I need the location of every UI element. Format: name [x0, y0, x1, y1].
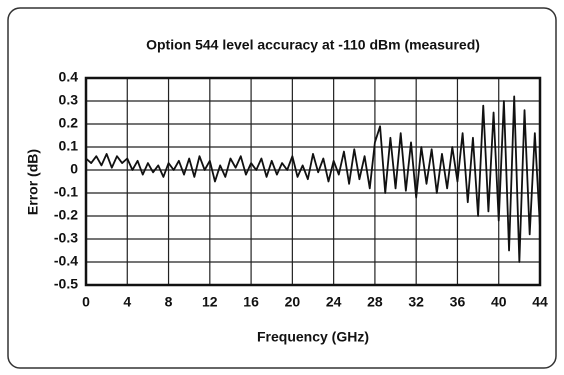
- y-tick-label: 0.4: [59, 69, 79, 85]
- y-tick-label: -0.4: [54, 253, 78, 269]
- y-tick-label: -0.1: [54, 184, 78, 200]
- x-tick-label: 4: [123, 294, 131, 310]
- y-tick-label: -0.5: [54, 276, 78, 292]
- plot-border: [84, 76, 542, 287]
- y-tick-label: -0.2: [54, 207, 78, 223]
- x-tick-label: 24: [326, 294, 342, 310]
- x-tick-label: 12: [202, 294, 218, 310]
- data-line: [85, 95, 541, 263]
- y-tick-label: 0: [70, 161, 78, 177]
- x-tick-label: 44: [532, 294, 548, 310]
- x-axis-label: Frequency (GHz): [257, 329, 369, 345]
- x-tick-label: 0: [82, 294, 90, 310]
- y-tick-label: 0.1: [59, 138, 79, 154]
- x-tick-label: 20: [285, 294, 301, 310]
- y-tick-label: 0.2: [59, 115, 79, 131]
- x-tick-label: 16: [243, 294, 259, 310]
- frame: [7, 7, 557, 369]
- y-tick-label: 0.3: [59, 92, 79, 108]
- y-axis-label: Error (dB): [25, 149, 41, 215]
- x-tick-label: 40: [491, 294, 507, 310]
- x-tick-label: 32: [408, 294, 424, 310]
- chart-title: Option 544 level accuracy at -110 dBm (m…: [146, 37, 480, 53]
- x-tick-label: 28: [367, 294, 383, 310]
- y-tick-label: -0.3: [54, 230, 78, 246]
- x-tick-label: 36: [450, 294, 466, 310]
- x-tick-label: 8: [165, 294, 173, 310]
